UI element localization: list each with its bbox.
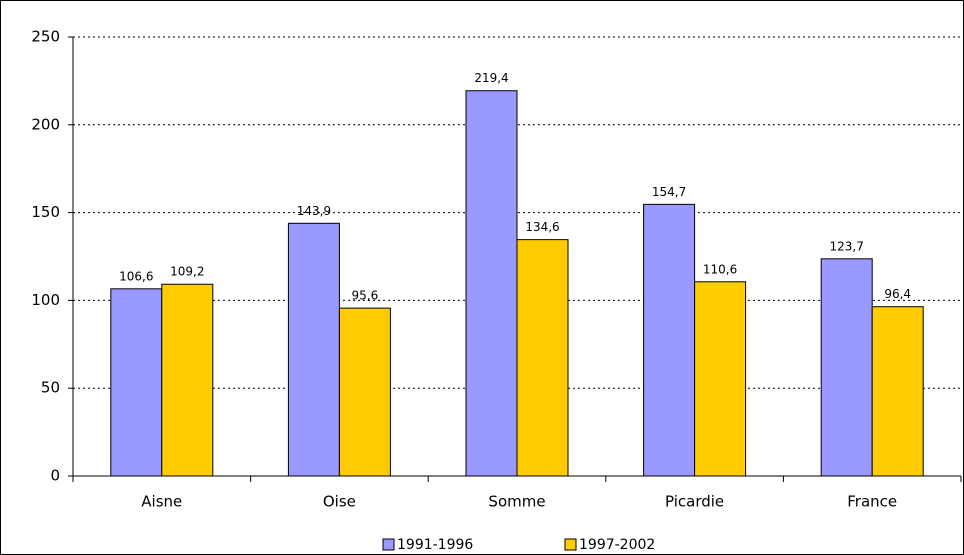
bar [110,288,163,477]
legend-swatch [564,538,577,551]
value-label: 95,6 [352,289,379,303]
value-label: 154,7 [652,185,686,199]
bar [694,281,747,477]
y-tick-label: 50 [41,379,60,397]
bar [465,90,518,477]
legend-label: 1997-2002 [579,537,655,553]
x-tick-label: Somme [488,493,545,511]
legend-swatch [382,538,395,551]
value-label: 106,6 [119,269,153,283]
bar [287,222,340,477]
x-tick-label: Picardie [665,493,724,511]
x-tick-label: Aisne [141,493,182,511]
bar [871,306,924,477]
bar [643,203,696,477]
bar [161,283,214,477]
value-label: 134,6 [525,220,559,234]
y-tick-label: 100 [31,291,60,309]
x-tick-label: France [847,493,897,511]
value-label: 219,4 [474,71,508,85]
bar [820,258,873,477]
legend-label: 1991-1996 [397,537,473,553]
bar [338,307,391,477]
value-label: 123,7 [830,239,864,253]
value-label: 143,9 [297,204,331,218]
y-tick-label: 0 [50,467,60,485]
value-label: 110,6 [703,262,737,276]
bar [516,239,569,477]
value-label: 96,4 [884,287,911,301]
value-label: 109,2 [170,265,204,279]
y-tick-label: 200 [31,115,60,133]
y-tick-label: 250 [31,28,60,46]
y-tick-label: 150 [31,203,60,221]
x-tick-label: Oise [323,493,356,511]
